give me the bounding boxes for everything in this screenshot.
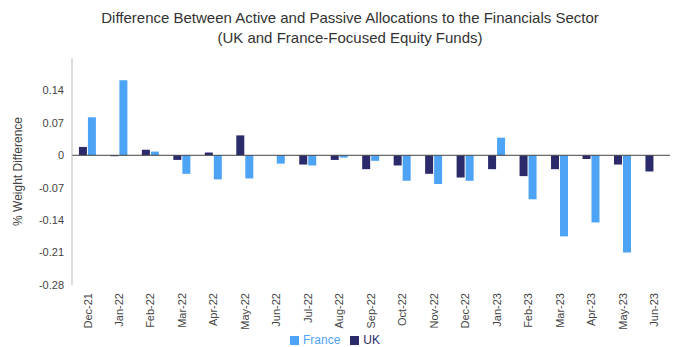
svg-text:Mar-22: Mar-22	[176, 293, 188, 328]
html-text:Difference Between Active and: Difference Between Active and Passive Al…	[101, 9, 599, 26]
html-text:France: France	[303, 333, 341, 347]
svg-text:Nov-22: Nov-22	[428, 293, 440, 328]
svg-text:-0.14: -0.14	[39, 214, 64, 226]
svg-text:Mar-23: Mar-23	[554, 293, 566, 328]
svg-text:0.07: 0.07	[43, 117, 64, 129]
svg-text:Apr-22: Apr-22	[207, 293, 219, 326]
svg-text:0.14: 0.14	[43, 84, 64, 96]
svg-text:Jul-22: Jul-22	[302, 293, 314, 323]
html-text:(UK and France-Focused Equity: (UK and France-Focused Equity Funds)	[217, 29, 483, 46]
svg-text:Apr-23: Apr-23	[585, 293, 597, 326]
html-text:UK: UK	[363, 333, 380, 347]
svg-text:-0.28: -0.28	[39, 279, 64, 291]
svg-text:Dec-22: Dec-22	[459, 293, 471, 328]
svg-text:Dec-21: Dec-21	[82, 293, 94, 328]
svg-text:Jun-23: Jun-23	[648, 293, 660, 327]
svg-text:May-23: May-23	[617, 293, 629, 330]
svg-text:Jan-22: Jan-22	[113, 293, 125, 327]
svg-text:Sep-22: Sep-22	[365, 293, 377, 328]
svg-text:Feb-23: Feb-23	[522, 293, 534, 328]
svg-text:Aug-22: Aug-22	[333, 293, 345, 328]
svg-text:Oct-22: Oct-22	[396, 293, 408, 326]
svg-text:Jun-22: Jun-22	[270, 293, 282, 327]
svg-text:-0.07: -0.07	[39, 182, 64, 194]
svg-text:Jan-23: Jan-23	[491, 293, 503, 327]
svg-text:May-22: May-22	[239, 293, 251, 330]
svg-text:Feb-22: Feb-22	[144, 293, 156, 328]
svg-text:-0.21: -0.21	[39, 246, 64, 258]
svg-text:0: 0	[58, 149, 64, 161]
svg-text:% Weight Difference: % Weight Difference	[11, 117, 25, 226]
